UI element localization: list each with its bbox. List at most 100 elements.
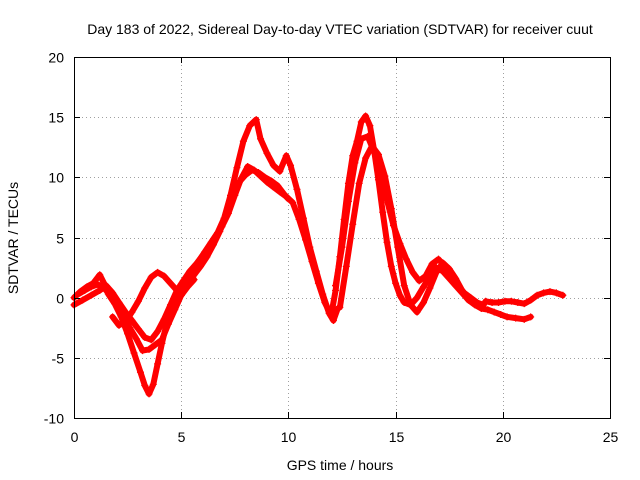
data-point bbox=[254, 169, 262, 177]
data-point bbox=[126, 324, 134, 332]
data-point bbox=[400, 298, 408, 306]
data-point bbox=[428, 260, 436, 268]
data-point bbox=[321, 298, 329, 306]
data-point bbox=[261, 173, 269, 181]
data-point bbox=[229, 194, 237, 202]
x-axis-label: GPS time / hours bbox=[287, 457, 394, 473]
data-point bbox=[362, 154, 370, 162]
data-point bbox=[81, 286, 89, 294]
data-point bbox=[497, 311, 505, 319]
data-point bbox=[419, 298, 427, 306]
data-point bbox=[216, 227, 224, 235]
data-point bbox=[368, 142, 376, 150]
chart-title: Day 183 of 2022, Sidereal Day-to-day VTE… bbox=[87, 21, 593, 37]
data-point bbox=[362, 112, 370, 120]
data-point bbox=[349, 220, 357, 228]
data-point bbox=[154, 268, 162, 276]
data-point bbox=[186, 267, 194, 275]
data-point bbox=[203, 253, 211, 261]
data-point bbox=[280, 190, 288, 198]
data-point bbox=[533, 291, 541, 299]
data-point bbox=[269, 161, 277, 169]
data-point bbox=[274, 182, 282, 190]
data-point bbox=[287, 161, 295, 169]
data-point bbox=[119, 312, 127, 320]
data-point bbox=[87, 283, 95, 291]
series-track-h bbox=[482, 288, 567, 308]
data-point bbox=[329, 317, 337, 325]
data-point bbox=[173, 286, 181, 294]
data-point bbox=[458, 286, 466, 294]
data-point bbox=[87, 291, 95, 299]
data-point bbox=[383, 238, 391, 246]
series-band bbox=[109, 269, 198, 329]
data-point bbox=[302, 236, 310, 244]
data-point bbox=[151, 341, 159, 349]
data-point bbox=[141, 333, 149, 341]
data-point bbox=[166, 279, 174, 287]
y-tick-label: 5 bbox=[56, 231, 64, 247]
data-point bbox=[252, 116, 260, 124]
data-point bbox=[527, 313, 535, 321]
data-point bbox=[164, 320, 172, 328]
data-point bbox=[293, 185, 301, 193]
y-tick-label: 20 bbox=[48, 50, 64, 66]
data-point bbox=[284, 195, 292, 203]
data-point bbox=[501, 297, 509, 305]
data-point bbox=[106, 291, 114, 299]
data-point bbox=[473, 298, 481, 306]
x-tick-label: 5 bbox=[178, 429, 186, 445]
data-point bbox=[413, 294, 421, 302]
data-point bbox=[128, 308, 136, 316]
data-point bbox=[327, 311, 335, 319]
data-point bbox=[100, 284, 108, 292]
x-tick-label: 10 bbox=[281, 429, 297, 445]
data-point bbox=[514, 298, 522, 306]
data-point bbox=[147, 336, 155, 344]
series-track-c bbox=[74, 166, 292, 355]
data-point bbox=[490, 308, 498, 316]
data-point bbox=[233, 164, 241, 172]
data-point bbox=[96, 271, 104, 279]
data-point bbox=[139, 347, 147, 355]
data-point bbox=[434, 255, 442, 263]
data-point bbox=[115, 321, 123, 329]
data-point bbox=[79, 296, 87, 304]
series-track-d bbox=[109, 268, 198, 329]
data-point bbox=[426, 284, 434, 292]
data-point bbox=[132, 335, 140, 343]
data-point bbox=[445, 265, 453, 273]
data-point bbox=[154, 360, 162, 368]
data-point bbox=[351, 159, 359, 167]
data-point bbox=[74, 290, 82, 298]
data-point bbox=[336, 303, 344, 311]
data-point bbox=[413, 308, 421, 316]
data-point bbox=[289, 199, 297, 207]
data-point bbox=[387, 205, 395, 213]
y-axis-label: SDTVAR / TECUs bbox=[5, 182, 21, 294]
data-point bbox=[344, 197, 352, 205]
data-point bbox=[177, 291, 185, 299]
data-point bbox=[242, 171, 250, 179]
data-point bbox=[355, 179, 363, 187]
data-point bbox=[158, 336, 166, 344]
axis-layer: 0 5 10 15 20 25 -10 -5 0 5 10 15 20 bbox=[44, 50, 619, 446]
y-tick-label: -10 bbox=[44, 411, 64, 427]
y-tick-label: 15 bbox=[48, 110, 64, 126]
data-point bbox=[332, 282, 340, 290]
data-point bbox=[141, 284, 149, 292]
data-point bbox=[196, 262, 204, 270]
data-point bbox=[154, 327, 162, 335]
data-point bbox=[160, 272, 168, 280]
data-point bbox=[308, 258, 316, 266]
data-point bbox=[246, 122, 254, 130]
data-point bbox=[357, 135, 365, 143]
data-point bbox=[141, 382, 149, 390]
x-tick-label: 15 bbox=[389, 429, 405, 445]
data-point bbox=[134, 297, 142, 305]
data-point bbox=[374, 150, 382, 158]
data-point bbox=[239, 137, 247, 145]
data-point bbox=[190, 276, 198, 284]
data-point bbox=[276, 167, 284, 175]
